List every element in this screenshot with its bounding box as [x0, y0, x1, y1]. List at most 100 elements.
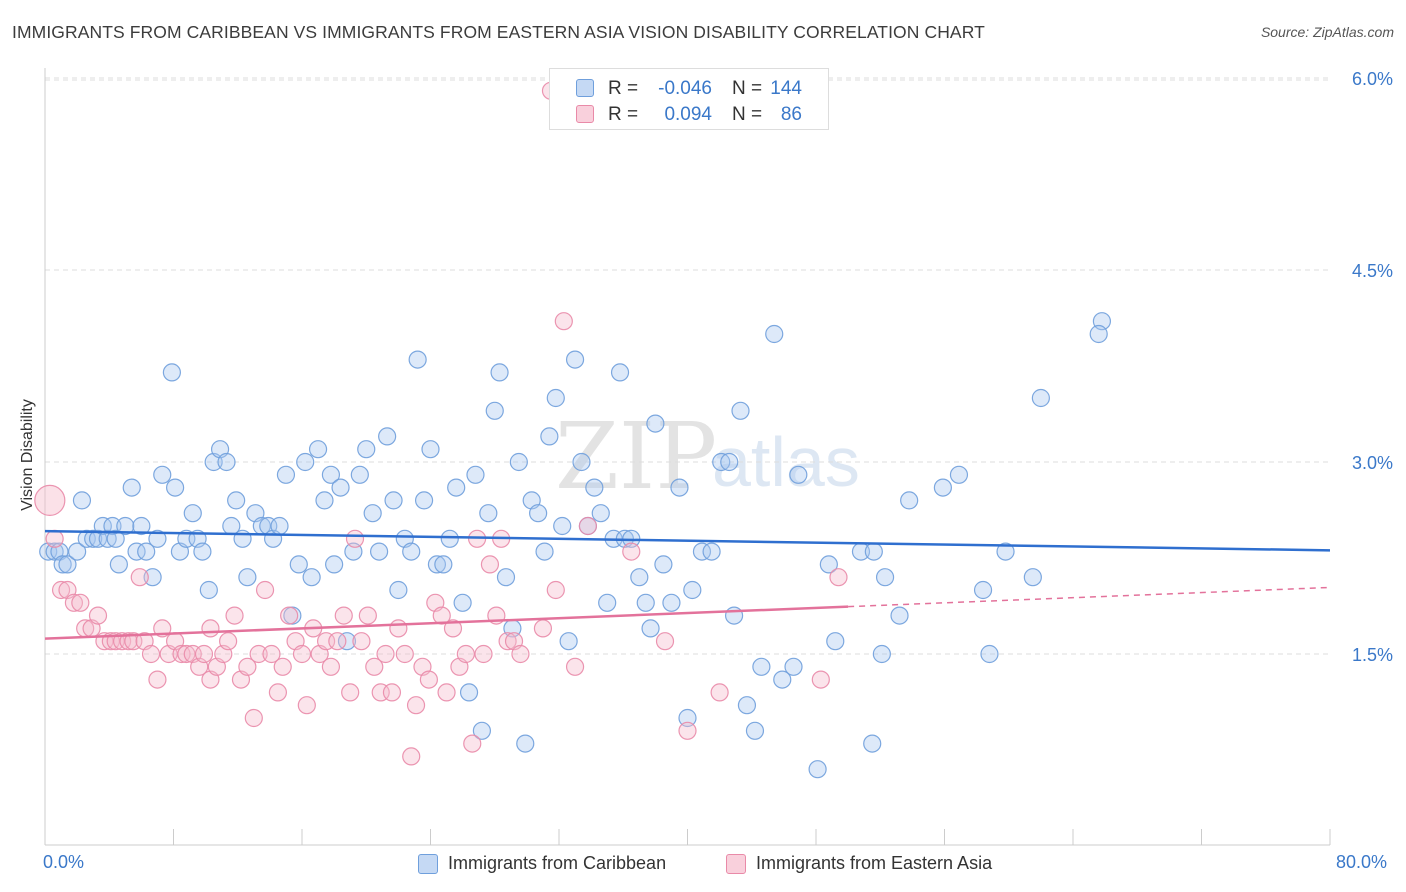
caribbean-point — [546, 388, 565, 408]
caribbean-point — [459, 683, 479, 702]
caribbean-point — [162, 363, 181, 382]
y-tick-label: 3.0% — [1352, 453, 1393, 473]
caribbean-point — [421, 440, 440, 459]
caribbean-point — [789, 465, 808, 484]
eastern-asia-point — [554, 312, 573, 331]
caribbean-point — [289, 555, 308, 574]
caribbean-point — [68, 542, 87, 561]
legend-swatch-blue — [418, 854, 438, 874]
eastern-asia-point — [345, 529, 365, 548]
caribbean-point — [752, 657, 771, 676]
caribbean-point — [872, 644, 891, 664]
legend-n-value: 144 — [770, 78, 802, 99]
caribbean-point — [472, 721, 491, 740]
eastern-asia-trend-line — [44, 605, 849, 640]
caribbean-point — [109, 555, 128, 574]
caribbean-point — [702, 542, 721, 561]
eastern-asia-point — [201, 619, 220, 638]
caribbean-point — [864, 542, 883, 561]
watermark-zip: ZIP — [555, 403, 717, 510]
eastern-asia-point — [225, 606, 244, 625]
eastern-asia-point — [474, 644, 493, 664]
caribbean-point — [559, 632, 578, 651]
caribbean-point — [427, 555, 447, 574]
eastern-asia-point — [389, 619, 408, 638]
caribbean-point — [591, 504, 610, 523]
caribbean-point — [153, 465, 172, 484]
caribbean-point — [337, 632, 357, 651]
caribbean-point — [819, 555, 838, 574]
caribbean-point — [890, 606, 909, 625]
watermark: ZIP atlas — [555, 403, 860, 510]
y-tick-labels: 1.5% 3.0% 4.5% 6.0% — [1352, 69, 1393, 665]
caribbean-point — [496, 568, 516, 587]
eastern-asia-point — [437, 683, 456, 702]
eastern-asia-point — [710, 683, 729, 702]
caribbean-point — [565, 350, 585, 369]
caribbean-point — [485, 401, 504, 420]
caribbean-point — [610, 363, 630, 382]
legend-row-eastern-asia: R = 0.094 N = 86 — [550, 101, 828, 127]
eastern-asia-point — [432, 606, 451, 625]
eastern-asia-point — [406, 696, 426, 715]
caribbean-point — [302, 568, 321, 587]
eastern-asia-point — [498, 632, 517, 651]
caribbean-point — [996, 542, 1015, 561]
caribbean-point — [1031, 388, 1050, 408]
caribbean-point — [490, 363, 509, 382]
eastern-asia-point — [402, 747, 421, 766]
x-tick-label-min: 0.0% — [43, 852, 85, 872]
caribbean-point — [641, 619, 660, 638]
eastern-asia-trend-extension — [848, 586, 1331, 608]
caribbean-point — [540, 427, 559, 446]
series-legend: Immigrants from Caribbean Immigrants fro… — [0, 852, 1406, 876]
caribbean-point — [654, 555, 673, 574]
eastern-asia-point — [578, 516, 598, 536]
eastern-asia-point — [334, 606, 353, 625]
caribbean-point — [784, 657, 803, 676]
y-tick-label: 1.5% — [1352, 645, 1393, 665]
eastern-asia-point — [273, 657, 292, 676]
caribbean-point — [384, 491, 403, 510]
eastern-asia-point — [382, 683, 402, 702]
caribbean-point — [58, 555, 77, 574]
caribbean-point — [636, 593, 655, 612]
eastern-asia-point — [328, 632, 347, 651]
caribbean-point — [183, 504, 202, 523]
caribbean-point — [370, 542, 389, 561]
eastern-asia-point — [358, 606, 377, 625]
eastern-asia-point — [292, 644, 312, 664]
eastern-asia-point — [419, 670, 438, 689]
caribbean-point — [357, 440, 376, 459]
legend-r-value: -0.046 — [658, 78, 712, 99]
caribbean-point — [148, 529, 167, 548]
eastern-asia-point — [511, 644, 530, 664]
chart-title: IMMIGRANTS FROM CARIBBEAN VS IMMIGRANTS … — [12, 22, 985, 42]
eastern-asia-point — [148, 670, 167, 689]
eastern-asia-point — [238, 657, 257, 676]
eastern-asia-point — [119, 632, 138, 651]
eastern-asia-point — [255, 580, 275, 600]
x-tick-label-max: 80.0% — [1336, 852, 1388, 872]
eastern-asia-point — [130, 568, 149, 587]
eastern-asia-point — [546, 580, 565, 600]
caribbean-point — [1023, 568, 1042, 587]
caribbean-point — [516, 734, 535, 753]
caribbean-point — [440, 529, 459, 548]
caribbean-point — [1089, 324, 1108, 344]
caribbean-point — [308, 440, 328, 459]
caribbean-point — [765, 324, 784, 344]
correlation-legend: R = -0.046 N = 144 R = 0.094 N = 86 — [549, 68, 829, 130]
caribbean-point — [630, 568, 649, 587]
caribbean-point — [363, 504, 382, 523]
eastern-asia-point — [51, 580, 71, 600]
legend-row-caribbean: R = -0.046 N = 144 — [550, 75, 828, 101]
caribbean-point — [122, 478, 141, 497]
eastern-asia-point — [64, 593, 84, 612]
eastern-asia-point — [88, 606, 108, 625]
legend-r-value: 0.094 — [664, 104, 712, 125]
eastern-asia-point — [45, 529, 64, 548]
eastern-asia-point — [249, 644, 268, 664]
caribbean-points — [39, 312, 1112, 779]
legend-label: Immigrants from Eastern Asia — [756, 853, 993, 873]
